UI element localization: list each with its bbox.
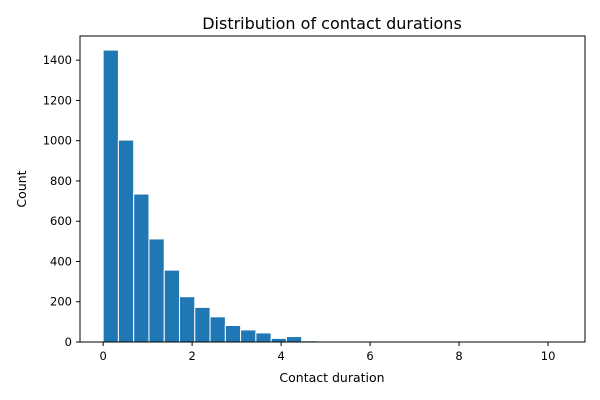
y-axis-ticks: 0 200 400 600 800 1000 1200 1400	[43, 53, 80, 349]
histogram-bar	[255, 332, 272, 343]
y-tick-label: 200	[50, 295, 72, 309]
y-tick-label: 1400	[43, 53, 72, 67]
bars-group	[102, 49, 562, 343]
x-axis-ticks: 0 2 4 6 8 10	[99, 342, 555, 363]
histogram-bar	[240, 329, 257, 343]
y-tick-label: 400	[50, 254, 72, 268]
histogram-bar	[179, 296, 196, 343]
histogram-bar	[194, 306, 211, 343]
histogram-bar	[209, 316, 226, 343]
histogram-bar	[148, 238, 165, 343]
y-tick-label: 0	[65, 335, 72, 349]
x-tick-label: 2	[188, 349, 195, 363]
y-tick-label: 600	[50, 214, 72, 228]
chart-title: Distribution of contact durations	[202, 14, 462, 33]
x-tick-label: 6	[366, 349, 373, 363]
histogram-bar	[133, 193, 150, 343]
y-tick-label: 800	[50, 174, 72, 188]
histogram-bar	[270, 337, 287, 343]
y-axis-label: Count	[14, 170, 29, 207]
y-tick-label: 1200	[43, 93, 72, 107]
x-tick-label: 0	[99, 349, 106, 363]
x-tick-label: 8	[455, 349, 462, 363]
histogram-bar	[117, 139, 135, 343]
histogram-bar	[224, 324, 242, 343]
plot-frame	[79, 35, 586, 343]
x-tick-label: 10	[541, 349, 556, 363]
x-axis-label: Contact duration	[279, 370, 384, 385]
histogram-bar	[163, 269, 181, 343]
x-tick-label: 4	[277, 349, 284, 363]
y-tick-label: 1000	[43, 134, 72, 148]
histogram-bar	[102, 49, 119, 343]
histogram-bar	[285, 336, 303, 343]
